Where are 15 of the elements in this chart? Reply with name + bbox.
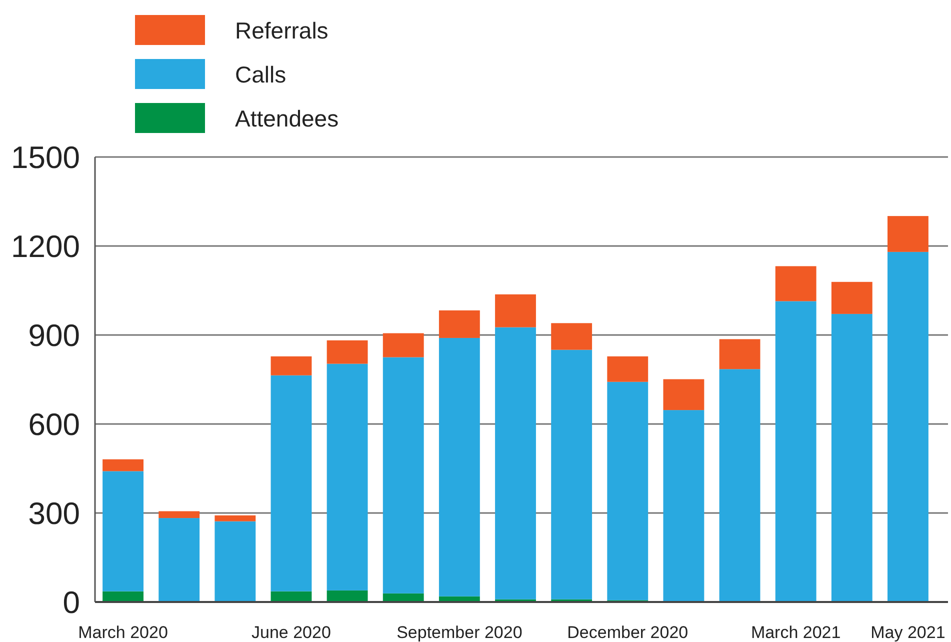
y-tick-label: 1500 bbox=[11, 140, 80, 176]
legend-label: Referrals bbox=[235, 17, 328, 44]
x-tick-label: September 2020 bbox=[396, 623, 522, 642]
y-tick-label: 0 bbox=[62, 585, 80, 620]
y-tick-label: 600 bbox=[28, 407, 80, 442]
y-tick-label: 1200 bbox=[11, 229, 80, 264]
legend-label: Attendees bbox=[235, 105, 339, 132]
y-tick-label: 900 bbox=[28, 318, 80, 354]
x-tick-label: June 2020 bbox=[252, 623, 331, 642]
x-tick-label: March 2021 bbox=[750, 623, 841, 642]
x-tick-label: December 2020 bbox=[567, 623, 688, 642]
x-tick-label: March 2020 bbox=[78, 623, 168, 642]
x-tick-label: May 2021 bbox=[870, 623, 946, 642]
y-tick-label: 300 bbox=[28, 496, 80, 532]
legend-label: Calls bbox=[235, 61, 286, 88]
